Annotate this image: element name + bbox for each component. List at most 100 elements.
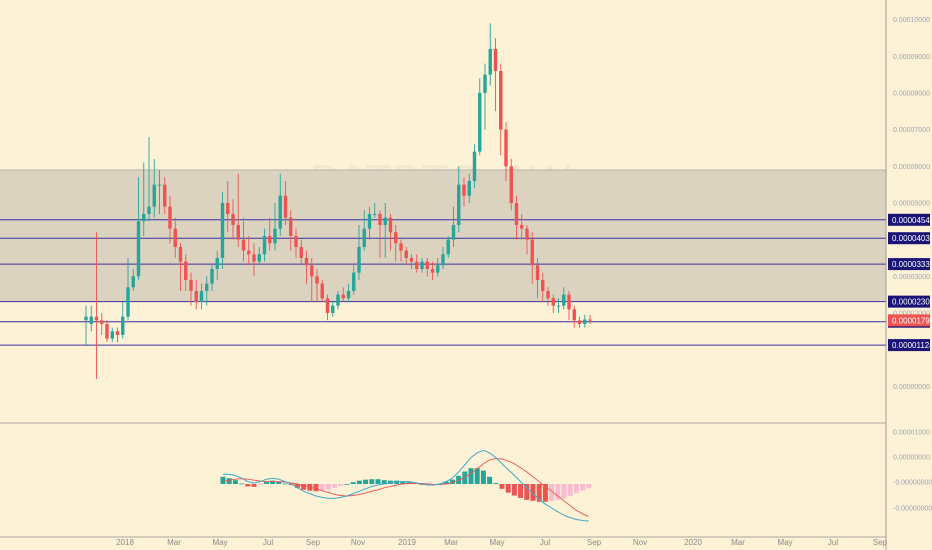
candle-down [499,70,503,130]
current-price-box [888,314,930,327]
zone-layer [0,169,886,346]
histogram-bar-up [226,478,232,484]
candle-up [583,319,587,324]
time-tick-label: Jul [828,538,838,547]
level-label-box [888,232,930,245]
histogram-bar-down [542,484,548,502]
candle-up [373,213,377,215]
time-tick-label: Nov [351,538,365,547]
candle-up [336,294,340,306]
time-tick-label: May [212,538,227,547]
candle-down [399,243,403,251]
candle-up [126,287,130,317]
candle-up [362,228,366,247]
time-tick-label: 2018 [116,538,134,547]
histogram-bar-down [530,484,536,501]
candle-down [520,224,524,229]
current-price-label: 0.00001798 [892,316,932,325]
price-axis[interactable]: 0.00010000 0.00009000 0.00008000 0.00007000… [893,17,930,391]
candle-up [136,221,141,277]
candle-up [357,246,361,273]
candle-down [409,257,414,262]
candle-up [131,276,135,288]
candle-down [325,298,330,313]
signal-line [222,458,589,518]
histogram-bar-up [381,480,387,484]
price-tick-label: 0.00005000 [893,200,930,207]
price-tick-label: 0.00000000 [893,384,930,391]
level-label-box [888,258,930,271]
price-tick-label: 0.00006000 [893,164,930,171]
histogram-bar-up [270,480,276,484]
histogram-bar-up [282,483,288,485]
histogram-bar-down [251,484,257,487]
time-tick-label: Jul [263,538,273,547]
candle-down [304,257,309,266]
candle-up [215,257,219,269]
candle-layer [84,23,592,379]
candle-down [226,202,230,214]
histogram-bar-down [580,484,586,491]
level-labels: 0.00004541 0.00004039 0.00003333 0.00002309… [888,213,932,352]
candle-down [514,202,519,225]
candle-up [157,184,162,186]
candle-up [278,195,282,229]
level-label-box [888,295,930,308]
histogram-bar-down [257,484,263,485]
histogram-bar-down [294,484,300,488]
histogram-bar-up [394,480,400,484]
histogram-bar-up [487,476,493,484]
support-resistance-zone [0,169,886,302]
candle-up [562,294,566,306]
histogram-bar-down [555,484,561,500]
histogram-bar-down [245,484,251,487]
time-axis[interactable]: 2018 Mar May Jul Sep Nov 2019 Mar May Jul Sep Nov 20… [116,538,888,547]
time-tick-label: Nov [633,538,647,547]
candle-down [299,246,303,258]
time-tick-label: 2020 [684,538,702,547]
candle-up [488,48,492,75]
candle-down [189,279,193,291]
time-tick-label: Sep [306,538,321,547]
level-label-box [888,339,930,352]
histogram-bar-up [369,479,375,484]
candle-down [541,279,545,291]
candle-down [310,265,314,277]
histogram-bar-down [549,484,555,501]
level-label: 0.00004039 [892,234,932,243]
candle-up [152,184,156,207]
candle-down [425,261,429,269]
histogram-bar-up [400,481,406,484]
candle-down [577,320,582,324]
level-label: 0.00001124 [892,341,932,350]
candle-up [420,261,424,269]
candle-down [415,261,419,269]
candle-up [121,316,125,335]
candle-down [546,290,550,299]
level-label: 0.00004541 [892,216,932,225]
macd-tick-label: 0.00000000 [893,455,930,462]
candle-up [110,331,114,339]
time-tick-label: Sep [587,538,602,547]
macd-axis: 0.00001000 0.00000000 -0.00000000 -0.000000… [893,430,932,513]
histogram-bar-up [474,468,480,484]
candle-up [199,290,204,302]
histogram-bar-up [449,479,455,484]
candle-down [294,235,298,247]
histogram-bar-up [239,483,245,485]
time-tick-label: May [489,538,504,547]
time-tick-label: Mar [444,538,458,547]
macd-tick-label: -0.00000000 [893,506,932,513]
price-tick-label: 0.00002000 [893,310,930,317]
histogram-bar-down [332,484,338,488]
macd-tick-label: 0.00001000 [893,430,930,437]
histogram-bar-up [468,468,474,484]
price-tick-label: 0.00009000 [893,54,930,61]
histogram-bar-up [443,481,449,484]
candle-up [273,228,277,244]
candle-down [551,298,555,306]
candle-down [173,228,177,247]
candle-up [472,151,477,181]
candle-down [236,224,240,240]
